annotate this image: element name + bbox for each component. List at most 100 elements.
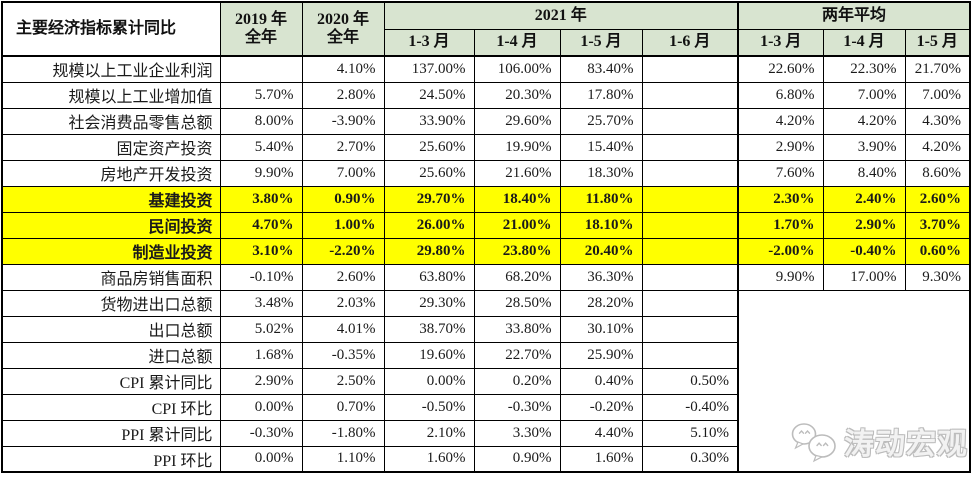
value-cell: 22.70% (473, 341, 561, 369)
table-row: CPI 累计同比 2.90% 2.50% 0.00% 0.20% 0.40% 0.50% (1, 367, 970, 395)
value-cell: 19.90% (473, 133, 561, 161)
value-cell: 22.60% (737, 55, 824, 83)
value-cell: 0.40% (559, 367, 643, 395)
value-cell: 3.30% (473, 419, 561, 447)
value-cell: 36.30% (559, 263, 643, 291)
table-row: 规模以上工业企业利润 4.10% 137.00% 106.00% 83.40% 22.60… (1, 55, 971, 83)
value-cell: 3.90% (822, 133, 906, 161)
value-cell: 8.40% (822, 159, 906, 187)
value-cell: -0.50% (383, 393, 475, 421)
table-row: 房地产开发投资 9.90% 7.00% 25.60% 21.60% 18.30% 7.60%… (1, 159, 971, 187)
value-cell (641, 133, 739, 161)
value-cell: 20.40% (559, 237, 643, 265)
value-cell: 1.60% (559, 445, 643, 473)
value-cell: 0.00% (383, 367, 475, 395)
value-cell: 17.80% (559, 81, 643, 109)
value-cell: 137.00% (383, 55, 475, 83)
value-cell: 106.00% (473, 55, 561, 83)
col-header-2019-line2: 全年 (244, 29, 277, 46)
row-label: PPI 累计同比 (1, 419, 221, 447)
value-cell: 5.10% (641, 419, 739, 447)
value-cell: -0.30% (219, 419, 303, 447)
row-label: 规模以上工业增加值 (1, 81, 221, 109)
value-cell (641, 55, 739, 83)
value-cell: -0.40% (641, 393, 739, 421)
value-cell: 29.30% (383, 289, 475, 317)
value-cell: 6.80% (737, 81, 824, 109)
table-row: 规模以上工业增加值 5.70% 2.80% 24.50% 20.30% 17.80% 6.8… (1, 81, 971, 109)
table-row: PPI 环比 0.00% 1.10% 1.60% 0.90% 1.60% 0.30% (1, 445, 970, 473)
table-row: 基建投资 3.80% 0.90% 29.70% 18.40% 11.80% 2.30% 2.4… (1, 185, 971, 213)
value-cell: 38.70% (383, 315, 475, 343)
row-label: 社会消费品零售总额 (1, 107, 221, 135)
value-cell: 0.90% (473, 445, 561, 473)
col-header-2019-line1: 2019 年 (234, 10, 287, 28)
row-label: 出口总额 (1, 315, 221, 343)
value-cell: 9.30% (904, 263, 971, 291)
col-header-2021-m1-3: 1-3 月 (383, 28, 475, 57)
value-cell: -0.40% (822, 237, 906, 265)
row-label: PPI 环比 (1, 445, 221, 473)
value-cell: 7.00% (301, 159, 385, 187)
value-cell: 7.60% (737, 159, 824, 187)
value-cell: 2.10% (383, 419, 475, 447)
value-cell: 4.70% (219, 211, 303, 239)
col-header-2021-group: 2021 年 (383, 1, 739, 30)
table-row: 固定资产投资 5.40% 2.70% 25.60% 19.90% 15.40% 2.90% 3… (1, 133, 971, 161)
value-cell: 4.40% (559, 419, 643, 447)
row-label: 制造业投资 (1, 237, 221, 265)
table-row: 商品房销售面积 -0.10% 2.60% 63.80% 68.20% 36.30% 9.90… (1, 263, 971, 291)
value-cell: 1.10% (301, 445, 385, 473)
value-cell: 2.90% (737, 133, 824, 161)
value-cell: -3.90% (301, 107, 385, 135)
value-cell: 15.40% (559, 133, 643, 161)
value-cell: 17.00% (822, 263, 906, 291)
value-cell: 9.90% (219, 159, 303, 187)
value-cell: -2.20% (301, 237, 385, 265)
value-cell: 9.90% (737, 263, 824, 291)
value-cell: 0.70% (301, 393, 385, 421)
value-cell: -0.10% (219, 263, 303, 291)
value-cell: 5.02% (219, 315, 303, 343)
value-cell: -0.30% (473, 393, 561, 421)
value-cell: 4.01% (301, 315, 385, 343)
corner-header: 主要经济指标累计同比 (1, 1, 221, 57)
value-cell (641, 237, 739, 265)
value-cell: 0.90% (301, 185, 385, 213)
row-label: CPI 累计同比 (1, 367, 221, 395)
table-header-row-groups: 主要经济指标累计同比 2019 年全年 2020 年全年 2021 年 两年平均 (1, 1, 971, 57)
value-cell (641, 263, 739, 291)
value-cell: 22.30% (822, 55, 906, 83)
col-header-two-year-avg-group: 两年平均 (737, 1, 971, 30)
value-cell: 0.00% (219, 445, 303, 473)
value-cell: 2.90% (219, 367, 303, 395)
value-cell: 25.90% (559, 341, 643, 369)
value-cell: 28.50% (473, 289, 561, 317)
value-cell: 20.30% (473, 81, 561, 109)
value-cell (641, 315, 739, 343)
value-cell: 30.10% (559, 315, 643, 343)
value-cell: 19.60% (383, 341, 475, 369)
value-cell: 3.48% (219, 289, 303, 317)
value-cell: 0.00% (219, 393, 303, 421)
col-header-avg-m1-4: 1-4 月 (822, 28, 906, 57)
value-cell (641, 81, 739, 109)
value-cell: 2.40% (822, 185, 906, 213)
value-cell: 3.80% (219, 185, 303, 213)
value-cell: 5.40% (219, 133, 303, 161)
value-cell: -0.35% (301, 341, 385, 369)
row-label: 规模以上工业企业利润 (1, 55, 221, 83)
value-cell: 4.20% (737, 107, 824, 135)
value-cell: 2.80% (301, 81, 385, 109)
value-cell: 0.20% (473, 367, 561, 395)
value-cell: 5.70% (219, 81, 303, 109)
col-header-2020-line1: 2020 年 (316, 10, 369, 28)
value-cell: 7.00% (904, 81, 971, 109)
row-label: 固定资产投资 (1, 133, 221, 161)
value-cell: 1.60% (383, 445, 475, 473)
value-cell: 4.20% (904, 133, 971, 161)
col-header-avg-m1-5: 1-5 月 (904, 28, 971, 57)
value-cell: 1.00% (301, 211, 385, 239)
value-cell: 21.60% (473, 159, 561, 187)
